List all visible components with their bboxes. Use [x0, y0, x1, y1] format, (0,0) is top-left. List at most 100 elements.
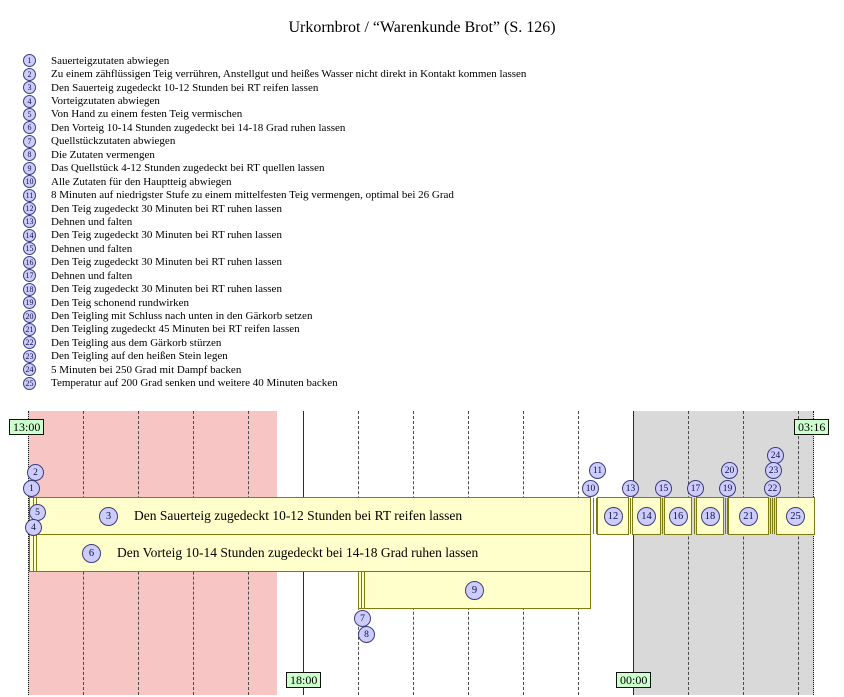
step-number-badge: 5 — [23, 107, 36, 121]
list-item: 12 Den Teig zugedeckt 30 Minuten bei RT r… — [23, 202, 526, 216]
step-number-badge: 14 — [23, 228, 36, 242]
step-badge-9: 9 — [465, 580, 484, 600]
marker-badge-13: 13 — [622, 480, 639, 497]
step-number-badge: 3 — [23, 81, 36, 95]
time-label-start: 13:00 — [9, 419, 45, 435]
marker-badge-8: 8 — [358, 626, 375, 643]
milestone-line-8 — [364, 572, 365, 608]
marker-badge-22: 22 — [764, 480, 781, 497]
step-text: Den Teigling mit Schluss nach unten in d… — [51, 310, 313, 323]
list-item: 21 Den Teigling zugedeckt 45 Minuten bei … — [23, 322, 526, 336]
step-number-badge: 7 — [23, 134, 36, 148]
bar-teigruhe-2: 14 — [632, 497, 661, 535]
bar-teigruhe-4: 18 — [696, 497, 724, 535]
time-label-evening: 18:00 — [286, 672, 322, 688]
step-text: Quellstückzutaten abwiegen — [51, 135, 176, 148]
bar-teigruhe-3: 16 — [664, 497, 692, 535]
milestone-line-13 — [630, 498, 631, 534]
step-number-badge: 25 — [23, 376, 36, 390]
step-text: Dehnen und falten — [51, 269, 133, 282]
milestone-line-5 — [36, 535, 37, 571]
milestone-line-17 — [694, 498, 695, 534]
bar-backen: 25 — [776, 497, 815, 535]
step-text: Sauerteigzutaten abwiegen — [51, 54, 170, 67]
list-item: 8 Die Zutaten vermengen — [23, 148, 526, 162]
marker-badge-20: 20 — [721, 462, 738, 479]
step-number-badge: 1 — [23, 54, 36, 68]
step-text: Den Vorteig 10-14 Stunden zugedeckt bei … — [51, 121, 346, 134]
step-text: Die Zutaten vermengen — [51, 148, 155, 161]
step-text: Alle Zutaten für den Hauptteig abwiegen — [51, 175, 232, 188]
step-number-badge: 21 — [23, 322, 36, 336]
step-text: Zu einem zähflüssigen Teig verrühren, An… — [51, 68, 527, 81]
list-item: 25 Temperatur auf 200 Grad senken und wei… — [23, 376, 526, 390]
step-number-badge: 16 — [23, 255, 36, 269]
list-item: 9 Das Quellstück 4-12 Stunden zugedeckt b… — [23, 161, 526, 175]
milestone-line-20 — [727, 498, 728, 534]
list-item: 6 Den Vorteig 10-14 Stunden zugedeckt bei… — [23, 121, 526, 135]
step-badge-6: 6 — [82, 543, 101, 563]
milestone-line-11 — [596, 498, 597, 534]
list-item: 10 Alle Zutaten für den Hauptteig abwiege… — [23, 175, 526, 189]
list-item: 19 Den Teig schonend rundwirken — [23, 296, 526, 310]
step-number-badge: 11 — [23, 188, 36, 202]
milestone-line-4 — [33, 535, 34, 571]
step-text: Das Quellstück 4-12 Stunden zugedeckt be… — [51, 162, 325, 175]
list-item: 20 Den Teigling mit Schluss nach unten in… — [23, 309, 526, 323]
step-badge-18: 18 — [700, 506, 720, 526]
milestone-line-10 — [593, 498, 594, 534]
marker-badge-19: 19 — [719, 480, 736, 497]
step-text: Den Teigling auf den heißen Stein legen — [51, 350, 228, 363]
step-number-badge: 2 — [23, 67, 36, 81]
step-text: Temperatur auf 200 Grad senken und weite… — [51, 377, 338, 390]
step-number-badge: 9 — [23, 161, 36, 175]
marker-badge-10: 10 — [582, 480, 599, 497]
list-item: 5 Von Hand zu einem festen Teig vermische… — [23, 107, 526, 121]
step-text: Den Teig zugedeckt 30 Minuten bei RT ruh… — [51, 283, 282, 296]
list-item: 22 Den Teigling aus dem Gärkorb stürzen — [23, 336, 526, 350]
step-text: Den Teigling aus dem Gärkorb stürzen — [51, 336, 222, 349]
marker-badge-15: 15 — [655, 480, 672, 497]
step-text: Den Teig zugedeckt 30 Minuten bei RT ruh… — [51, 202, 282, 215]
gridline-end-03-16 — [813, 411, 814, 695]
step-number-badge: 15 — [23, 242, 36, 256]
bar-quellstueck: 9 — [358, 571, 591, 609]
step-badge-16: 16 — [668, 506, 688, 526]
list-item: 11 8 Minuten auf niedrigster Stufe zu ein… — [23, 188, 526, 202]
marker-badge-11: 11 — [589, 462, 606, 479]
step-number-badge: 6 — [23, 121, 36, 135]
step-number-badge: 23 — [23, 349, 36, 363]
milestone-line-7 — [361, 572, 362, 608]
page-title: Urkornbrot / “Warenkunde Brot” (S. 126) — [288, 19, 556, 36]
time-label-end: 03:16 — [794, 419, 830, 435]
step-badge-21: 21 — [739, 506, 758, 526]
step-badge-14: 14 — [637, 506, 656, 526]
step-text: Den Teig zugedeckt 30 Minuten bei RT ruh… — [51, 256, 282, 269]
milestone-line-24 — [774, 498, 775, 534]
marker-badge-7: 7 — [354, 610, 371, 627]
timeline-chart: 13:00 03:16 18:00 00:00 3 Den Sauerteig … — [0, 411, 844, 697]
step-number-badge: 22 — [23, 336, 36, 350]
bar-teigruhe-1: 12 — [597, 497, 629, 535]
list-item: 17 Dehnen und falten — [23, 269, 526, 283]
step-text: Von Hand zu einem festen Teig vermischen — [51, 108, 243, 121]
list-item: 7 Quellstückzutaten abwiegen — [23, 134, 526, 148]
marker-badge-23: 23 — [765, 462, 782, 479]
step-text: Dehnen und falten — [51, 242, 133, 255]
gridline-00-00 — [633, 411, 634, 695]
list-item: 13 Dehnen und falten — [23, 215, 526, 229]
step-text: Den Teig zugedeckt 30 Minuten bei RT ruh… — [51, 229, 282, 242]
step-number-badge: 20 — [23, 309, 36, 323]
list-item: 1 Sauerteigzutaten abwiegen — [23, 54, 526, 68]
step-text: 5 Minuten bei 250 Grad mit Dampf backen — [51, 363, 242, 376]
bar-vorteig-ruhen: 6 Den Vorteig 10-14 Stunden zugedeckt be… — [29, 534, 591, 572]
step-text: Vorteigzutaten abwiegen — [51, 95, 160, 108]
steps-list: 1 Sauerteigzutaten abwiegen 2 Zu einem zäh… — [23, 54, 526, 390]
step-text: Den Sauerteig zugedeckt 10-12 Stunden be… — [51, 81, 319, 94]
step-number-badge: 12 — [23, 202, 36, 216]
milestone-line-19 — [725, 498, 726, 534]
step-text: Den Teigling zugedeckt 45 Minuten bei RT… — [51, 323, 300, 336]
bar-vorteig-label: Den Vorteig 10-14 Stunden zugedeckt bei … — [117, 545, 479, 560]
step-text: Den Teig schonend rundwirken — [51, 296, 190, 309]
